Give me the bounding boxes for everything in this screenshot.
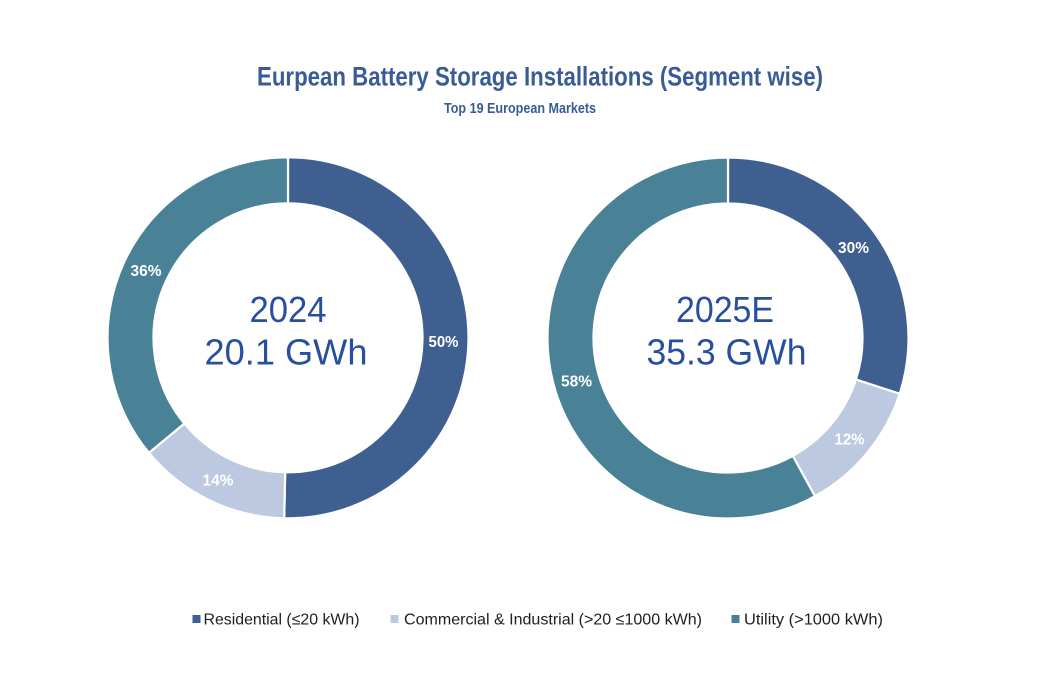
svg-text:Top 19 European Markets: Top 19 European Markets — [444, 100, 596, 117]
svg-text:Commercial & Industrial (>20 ≤: Commercial & Industrial (>20 ≤1000 kWh) — [404, 612, 702, 629]
svg-text:50%: 50% — [429, 334, 459, 351]
svg-text:30%: 30% — [838, 240, 869, 257]
svg-text:2025E: 2025E — [676, 289, 774, 330]
svg-text:Residential (≤20 kWh): Residential (≤20 kWh) — [204, 612, 360, 629]
svg-text:Eurpean Battery Storage Instal: Eurpean Battery Storage Installations (S… — [257, 62, 823, 92]
svg-text:58%: 58% — [561, 374, 592, 391]
svg-text:20.1 GWh: 20.1 GWh — [205, 332, 368, 373]
svg-text:12%: 12% — [835, 432, 865, 449]
svg-text:35.3 GWh: 35.3 GWh — [647, 332, 807, 373]
svg-text:36%: 36% — [131, 263, 162, 280]
svg-text:2024: 2024 — [250, 289, 327, 330]
svg-text:Utility (>1000 kWh): Utility (>1000 kWh) — [744, 612, 883, 629]
svg-text:14%: 14% — [203, 472, 234, 489]
